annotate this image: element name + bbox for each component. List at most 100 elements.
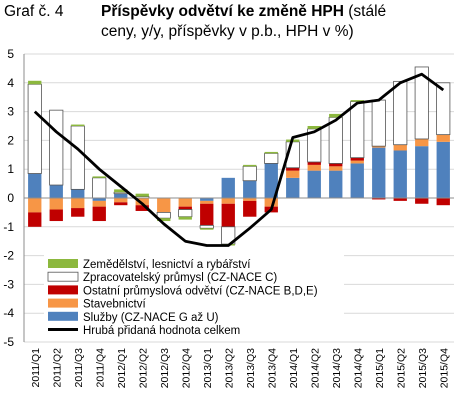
bar-services xyxy=(436,141,450,198)
bar-services xyxy=(221,177,235,198)
bar-agriculture xyxy=(71,124,85,126)
bar-manufacturing xyxy=(27,83,42,174)
bar-services xyxy=(28,173,42,198)
bar-agriculture xyxy=(135,193,149,197)
y-tick-label: 4 xyxy=(7,76,14,90)
x-tick-label: 2014/Q3 xyxy=(331,348,343,388)
bar-construction xyxy=(49,198,63,210)
y-tick-label: 0 xyxy=(7,191,14,205)
bar-services xyxy=(329,170,343,198)
title-line-1: Příspěvky odvětví ke změně HPH (stálé xyxy=(101,2,386,22)
x-tick-label: 2011/Q4 xyxy=(94,348,106,388)
legend-swatch-services xyxy=(48,311,78,321)
bar-construction xyxy=(157,198,171,213)
bar-construction xyxy=(243,198,257,201)
bar-manufacturing xyxy=(199,224,214,229)
bar-other_industry xyxy=(372,198,386,200)
legend-swatch-manufacturing xyxy=(47,271,79,282)
bar-other_industry xyxy=(71,208,85,217)
bar-services xyxy=(114,193,128,198)
x-tick-label: 2014/Q1 xyxy=(288,348,300,388)
legend-swatch-construction xyxy=(48,298,78,308)
bar-manufacturing xyxy=(70,125,85,190)
y-tick-label: -1 xyxy=(3,220,14,234)
y-tick-label: 5 xyxy=(7,47,14,61)
bar-other_industry xyxy=(393,198,407,201)
bar-agriculture xyxy=(264,151,278,154)
bar-construction xyxy=(350,160,364,164)
bar-construction xyxy=(92,200,106,207)
bar-construction xyxy=(436,134,450,142)
x-tick-label: 2015/Q3 xyxy=(417,348,429,388)
bar-services xyxy=(264,163,278,198)
x-axis-ticks: 2011/Q1 2011/Q2 2011/Q3 2011/Q4 2012/Q1 2012/… xyxy=(30,348,450,388)
x-tick-label: 2015/Q1 xyxy=(374,348,386,388)
bar-agriculture xyxy=(243,164,257,167)
y-tick-label: 1 xyxy=(7,162,14,176)
legend-swatch-agriculture xyxy=(48,259,78,268)
x-tick-label: 2011/Q2 xyxy=(51,348,63,388)
bar-services xyxy=(372,147,386,198)
bar-other_industry xyxy=(178,206,192,210)
bar-construction xyxy=(415,138,429,147)
legend-label: Zemědělství, lesnictví a rybářství xyxy=(83,259,251,271)
bar-agriculture xyxy=(92,176,106,178)
bar-other_industry xyxy=(221,203,235,227)
y-axis-ticks: 5 4 3 2 1 0 -1 -2 -3 -4 -5 xyxy=(3,47,14,349)
bar-construction xyxy=(71,198,85,209)
bar-construction xyxy=(307,164,321,171)
bar-agriculture xyxy=(307,126,321,129)
bar-construction xyxy=(114,198,128,203)
bar-construction xyxy=(221,198,235,204)
bar-construction xyxy=(264,198,278,207)
x-tick-label: 2013/Q2 xyxy=(223,348,235,388)
bar-manufacturing xyxy=(242,165,257,182)
x-tick-label: 2014/Q2 xyxy=(309,348,321,388)
bar-other_industry xyxy=(350,157,364,161)
bar-services xyxy=(307,170,321,198)
bar-other_industry xyxy=(415,198,429,204)
bar-manufacturing xyxy=(49,109,64,186)
bar-other_industry xyxy=(92,206,106,222)
bar-other_industry xyxy=(243,200,257,217)
bar-construction xyxy=(372,146,386,148)
x-tick-label: 2012/Q3 xyxy=(159,348,171,388)
bar-services xyxy=(350,163,364,198)
bar-agriculture xyxy=(114,189,128,193)
bar-services xyxy=(243,180,257,198)
legend-label: Ostatní průmyslová odvětví (CZ-NACE B,D,… xyxy=(83,285,318,297)
bar-manufacturing xyxy=(371,99,386,147)
bar-other_industry xyxy=(135,205,149,211)
bar-services xyxy=(415,146,429,198)
bar-manufacturing xyxy=(264,152,279,164)
bar-services xyxy=(49,185,63,198)
bar-manufacturing xyxy=(113,191,128,195)
bar-other_industry xyxy=(436,198,450,206)
bar-agriculture xyxy=(350,100,364,102)
bar-other_industry xyxy=(114,202,128,206)
y-tick-label: -2 xyxy=(3,249,14,263)
y-tick-label: -4 xyxy=(3,306,14,320)
y-tick-label: -5 xyxy=(3,335,14,349)
x-tick-label: 2012/Q2 xyxy=(137,348,149,388)
x-tick-label: 2015/Q2 xyxy=(395,348,407,388)
x-tick-label: 2013/Q1 xyxy=(202,348,214,388)
bar-manufacturing xyxy=(178,209,193,218)
bar-manufacturing xyxy=(156,211,171,219)
title-line-2: ceny, y/y, příspěvky v p.b., HPH v %) xyxy=(101,23,354,40)
bar-other_industry xyxy=(286,167,300,171)
zero-axis xyxy=(23,54,454,342)
y-tick-label: 2 xyxy=(7,133,14,147)
x-tick-label: 2011/Q3 xyxy=(73,348,85,388)
x-tick-label: 2012/Q4 xyxy=(180,348,192,388)
bar-other_industry xyxy=(307,162,321,165)
bar-construction xyxy=(28,198,42,213)
bar-manufacturing xyxy=(350,101,365,159)
bar-other_industry xyxy=(28,212,42,227)
bar-other_industry xyxy=(49,209,63,222)
bar-construction xyxy=(200,200,214,204)
bar-agriculture xyxy=(200,228,214,230)
x-tick-label: 2013/Q4 xyxy=(266,348,278,388)
legend-label: Stavebnictví xyxy=(83,299,146,311)
